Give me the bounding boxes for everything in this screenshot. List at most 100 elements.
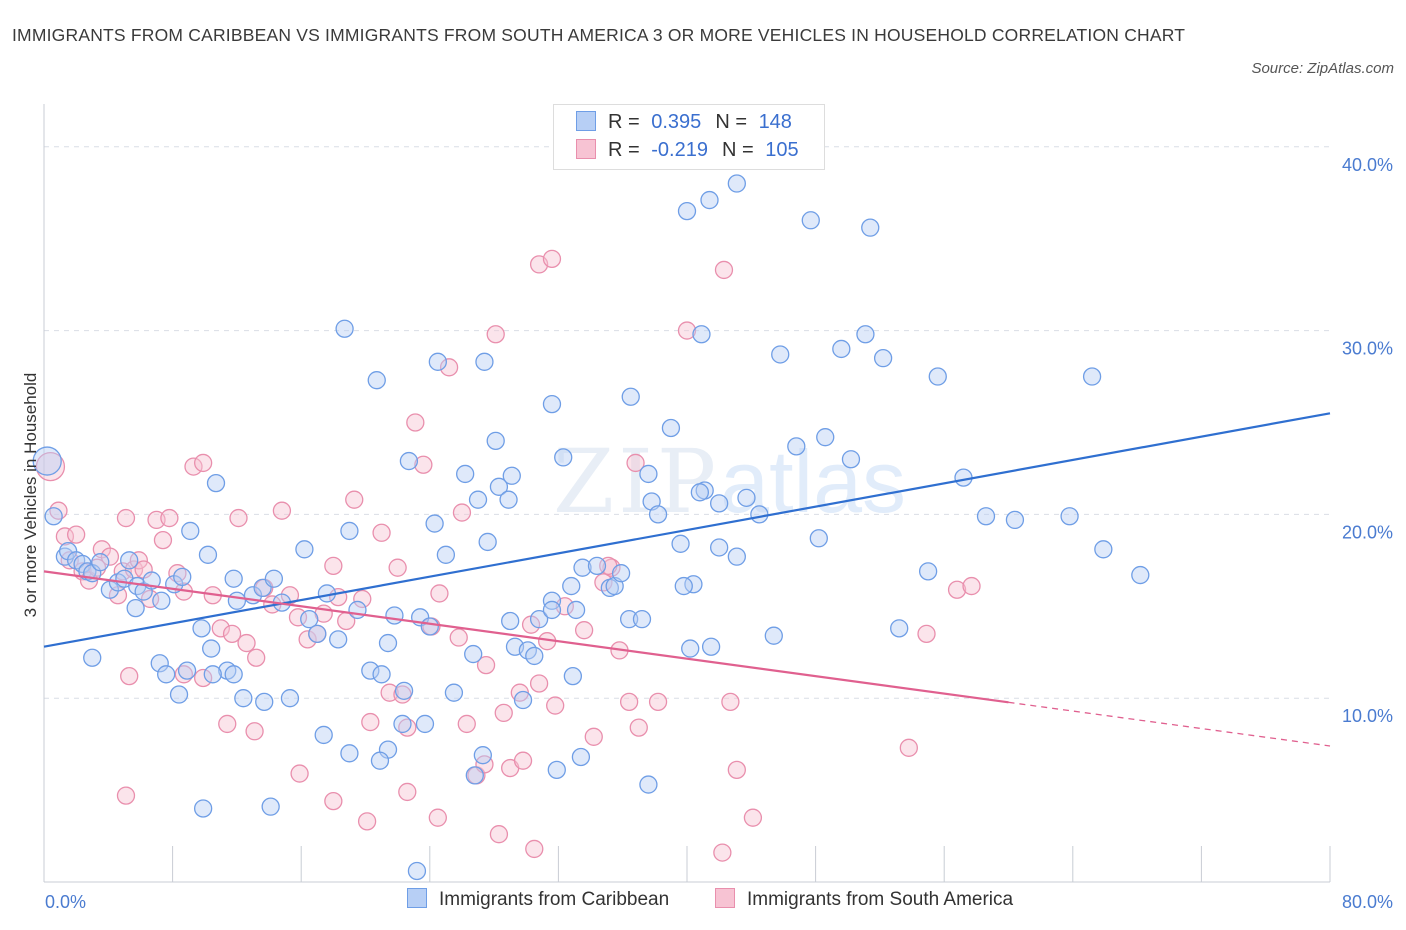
data-point-caribbean bbox=[832, 339, 851, 359]
data-point-caribbean bbox=[367, 371, 386, 390]
data-point-south-america bbox=[372, 523, 391, 542]
data-point-south-america bbox=[449, 628, 468, 647]
data-point-caribbean bbox=[701, 637, 721, 656]
data-point-caribbean bbox=[499, 490, 518, 509]
data-point-caribbean bbox=[861, 218, 880, 237]
data-point-caribbean bbox=[198, 545, 218, 564]
data-point-caribbean bbox=[1060, 507, 1079, 526]
data-point-caribbean bbox=[83, 648, 102, 667]
data-point-caribbean bbox=[554, 448, 573, 467]
data-point-south-america bbox=[116, 786, 136, 805]
data-point-south-america bbox=[288, 608, 308, 627]
data-point-south-america bbox=[513, 751, 533, 770]
data-point-caribbean bbox=[120, 551, 139, 570]
data-point-caribbean bbox=[976, 507, 996, 526]
data-point-south-america bbox=[489, 825, 509, 844]
data-point-caribbean bbox=[478, 532, 497, 552]
data-point-caribbean bbox=[674, 576, 693, 596]
data-point-caribbean bbox=[203, 665, 222, 684]
data-point-south-america bbox=[629, 718, 648, 737]
data-point-caribbean bbox=[150, 654, 169, 673]
data-point-caribbean bbox=[502, 466, 521, 485]
data-point-caribbean bbox=[370, 751, 390, 770]
data-point-caribbean bbox=[372, 665, 391, 684]
legend-n-label: N = bbox=[715, 111, 747, 133]
data-point-caribbean bbox=[329, 630, 348, 649]
data-point-caribbean bbox=[314, 725, 333, 745]
data-point-caribbean bbox=[648, 505, 668, 524]
data-point-caribbean bbox=[407, 861, 427, 881]
data-point-south-america bbox=[486, 325, 505, 344]
data-point-south-america bbox=[100, 547, 120, 566]
data-point-caribbean bbox=[1082, 367, 1102, 386]
data-point-south-america bbox=[324, 556, 343, 575]
data-point-south-america bbox=[357, 812, 377, 831]
data-point-caribbean bbox=[473, 746, 492, 765]
bottom-legend-label-caribbean: Immigrants from Caribbean bbox=[439, 889, 670, 910]
trend-line-caribbean bbox=[43, 412, 1331, 648]
data-point-caribbean bbox=[415, 714, 435, 734]
data-point-caribbean bbox=[444, 683, 464, 702]
data-point-caribbean bbox=[464, 644, 483, 664]
data-point-south-america bbox=[298, 630, 317, 649]
data-point-caribbean bbox=[611, 564, 631, 583]
data-point-caribbean bbox=[489, 477, 509, 496]
legend-row-caribbean: R = 0.395 N = 148 bbox=[576, 111, 792, 139]
data-point-caribbean bbox=[573, 558, 592, 577]
data-point-caribbean bbox=[202, 639, 221, 658]
data-point-south-america bbox=[626, 453, 645, 473]
data-point-caribbean bbox=[91, 553, 110, 572]
data-point-caribbean bbox=[700, 190, 719, 210]
data-point-caribbean bbox=[177, 661, 197, 680]
data-point-south-america bbox=[49, 501, 68, 520]
data-point-caribbean bbox=[809, 529, 828, 548]
data-point-caribbean bbox=[681, 639, 700, 658]
legend-r-label: R = bbox=[608, 111, 640, 133]
data-point-south-america bbox=[35, 451, 66, 482]
data-point-caribbean bbox=[152, 591, 171, 610]
gridlines bbox=[44, 146, 1330, 699]
data-point-south-america bbox=[584, 727, 603, 746]
legend-r-label: R = bbox=[608, 139, 640, 161]
data-point-caribbean bbox=[542, 591, 562, 610]
data-point-caribbean bbox=[486, 431, 505, 451]
data-point-south-america bbox=[439, 358, 459, 377]
data-point-south-america bbox=[574, 621, 594, 640]
data-point-caribbean bbox=[192, 619, 211, 638]
data-point-caribbean bbox=[55, 547, 75, 566]
data-point-south-america bbox=[361, 712, 380, 732]
data-point-south-america bbox=[160, 508, 179, 528]
data-point-south-america bbox=[899, 738, 918, 757]
data-point-caribbean bbox=[393, 714, 412, 734]
legend-r-value: -0.219 bbox=[651, 139, 708, 161]
data-point-south-america bbox=[222, 624, 242, 644]
data-point-south-america bbox=[947, 580, 967, 599]
data-point-caribbean bbox=[261, 797, 280, 816]
y-tick-label: 20.0% bbox=[1342, 522, 1393, 542]
data-point-south-america bbox=[714, 260, 734, 280]
data-point-caribbean bbox=[193, 799, 213, 818]
data-point-caribbean bbox=[692, 325, 711, 344]
watermark-zip: ZIP bbox=[553, 430, 721, 533]
data-point-south-america bbox=[55, 527, 75, 546]
data-point-south-america bbox=[962, 576, 981, 596]
data-point-south-america bbox=[525, 839, 544, 859]
data-point-south-america bbox=[430, 584, 449, 603]
data-point-caribbean bbox=[639, 775, 658, 794]
data-point-caribbean bbox=[525, 646, 544, 666]
zipatlas-watermark: ZIPatlas bbox=[553, 430, 906, 533]
data-point-south-america bbox=[743, 808, 763, 827]
data-point-caribbean bbox=[456, 464, 475, 484]
data-point-caribbean bbox=[436, 545, 456, 564]
data-point-caribbean bbox=[621, 387, 640, 406]
data-point-caribbean bbox=[157, 665, 176, 684]
data-point-south-america bbox=[193, 453, 213, 473]
data-point-south-america bbox=[546, 696, 565, 715]
data-point-caribbean bbox=[335, 319, 354, 338]
data-point-south-america bbox=[153, 530, 173, 550]
data-point-caribbean bbox=[32, 446, 62, 476]
data-point-caribbean bbox=[710, 538, 729, 557]
axes bbox=[43, 104, 1331, 883]
data-point-south-america bbox=[406, 413, 425, 432]
